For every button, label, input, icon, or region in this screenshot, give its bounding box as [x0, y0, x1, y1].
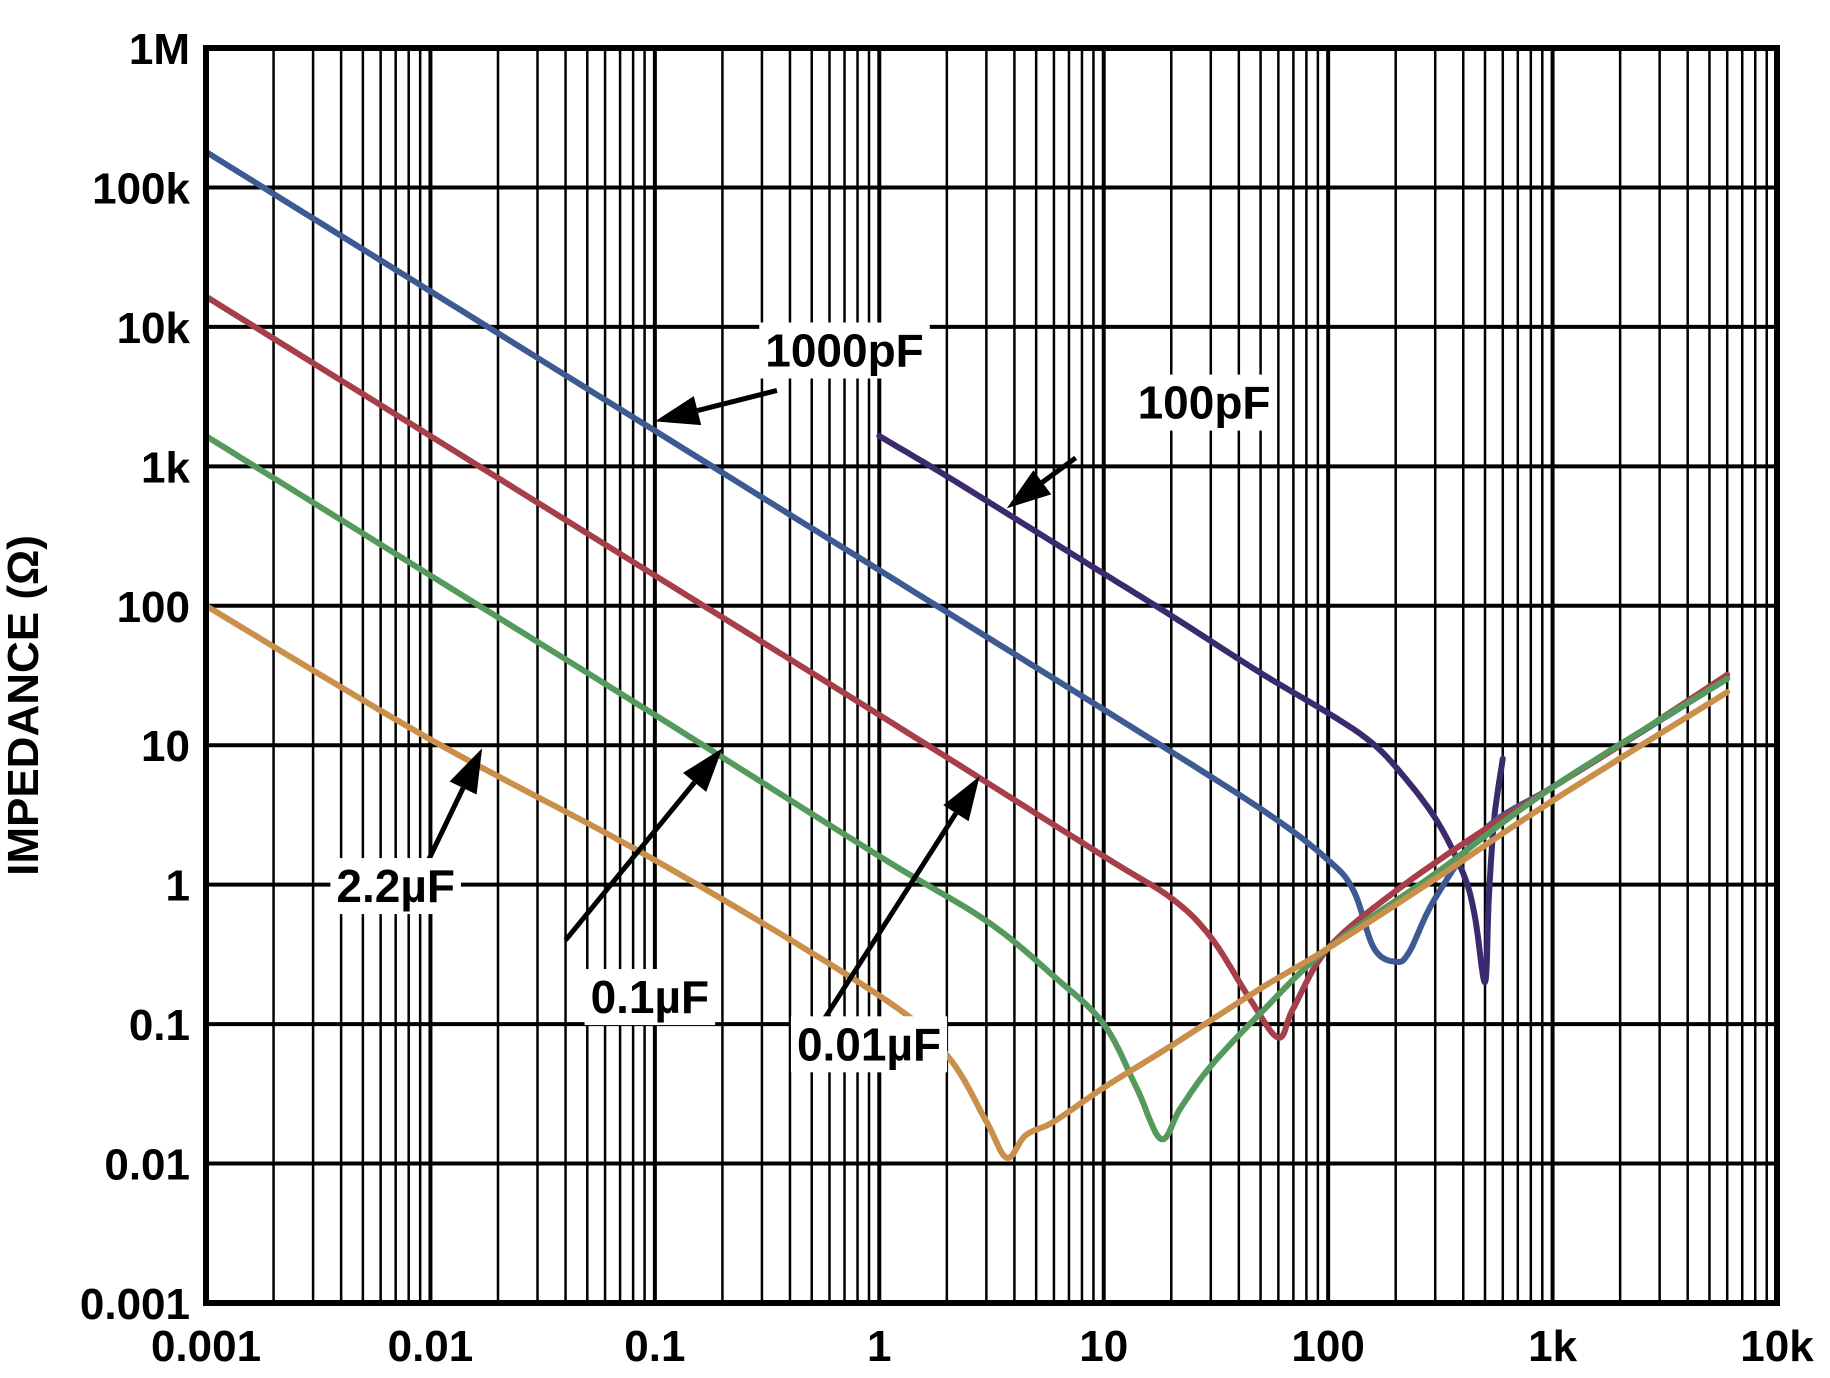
annotation-label: 100pF	[1138, 377, 1271, 429]
annotation-arrow-head	[943, 776, 980, 822]
y-tick-label: 100	[117, 583, 190, 632]
annotation-label: 2.2µF	[336, 860, 455, 912]
series-lines	[203, 148, 1731, 1161]
x-tick-label: 10k	[1740, 1322, 1814, 1371]
series-line-4	[203, 602, 1731, 1161]
y-tick-label: 0.1	[129, 1001, 190, 1050]
y-tick-label: 1	[166, 862, 190, 911]
series-line-1	[203, 148, 1731, 965]
y-tick-label: 1k	[141, 443, 190, 492]
annotation-arrow-shaft	[818, 811, 959, 1026]
series-line-0	[876, 433, 1506, 986]
x-tick-label: 0.01	[388, 1322, 474, 1371]
annotation-arrow-head	[1006, 470, 1052, 509]
annotation-label: 0.1µF	[591, 971, 710, 1023]
x-tick-label: 100	[1291, 1322, 1364, 1371]
y-tick-label: 10k	[117, 304, 191, 353]
annotations: 1000pF 100pF 2.2µF 0.1µF 0.01µF	[330, 322, 1277, 1073]
x-tick-label: 0.1	[624, 1322, 685, 1371]
y-tick-labels: 0.001 0.01 0.1 1 10 100 1k 10k 100k 1M	[80, 25, 191, 1329]
annotation-arrow-shaft	[696, 388, 778, 414]
y-tick-label: 100k	[92, 164, 190, 213]
x-tick-label: 1	[867, 1322, 891, 1371]
x-tick-label: 10	[1079, 1322, 1128, 1371]
y-tick-label: 10	[141, 722, 190, 771]
x-tick-label: 1k	[1528, 1322, 1577, 1371]
annotation-arrow-head	[449, 748, 483, 795]
y-tick-label: 0.001	[80, 1280, 190, 1329]
y-axis-title: IMPEDANCE (Ω)	[0, 535, 48, 876]
series-line-2	[203, 293, 1731, 1041]
grid	[204, 48, 1777, 1303]
annotation-label-bg	[759, 322, 930, 379]
annotation-arrow-shaft	[1040, 455, 1078, 485]
annotation-label-bg	[790, 1016, 948, 1073]
annotation-label: 1000pF	[765, 324, 924, 376]
annotation-arrow-head	[654, 396, 702, 426]
annotation-arrow-head	[683, 748, 723, 792]
annotation-label-bg	[1131, 374, 1277, 431]
y-tick-label: 0.01	[104, 1141, 190, 1190]
x-tick-label: 0.001	[151, 1322, 261, 1371]
plot-frame	[203, 45, 1780, 1306]
series-line-3	[203, 433, 1731, 1143]
annotation-arrow-shaft	[563, 780, 697, 942]
x-tick-labels: 0.001 0.01 0.1 1 10 100 1k 10k	[151, 1322, 1814, 1371]
annotation-arrow-shaft	[423, 786, 466, 868]
annotation-label-bg	[584, 969, 716, 1026]
annotation-label: 0.01µF	[797, 1018, 941, 1070]
annotation-label-bg	[330, 858, 461, 915]
y-tick-label: 1M	[129, 25, 190, 74]
